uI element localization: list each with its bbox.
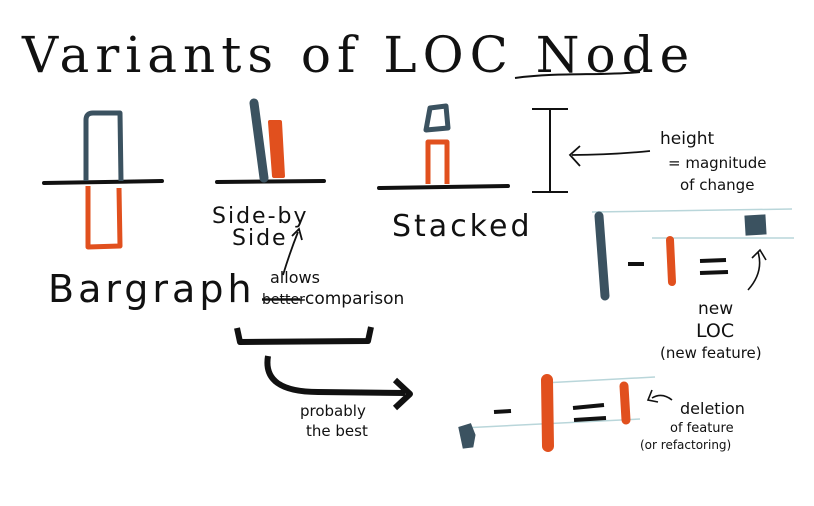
stacked-added-cap — [426, 106, 448, 130]
label-side-by-side-line2: Side — [232, 226, 288, 251]
note-new-line3: (new feature) — [660, 344, 762, 362]
note-height-line1: height — [660, 129, 715, 149]
stacked-variant: Stacked — [379, 106, 533, 244]
equals-bottom — [700, 272, 728, 273]
note-deletion-line1: deletion — [680, 399, 745, 418]
new-loc-equation: new LOC (new feature) — [592, 209, 794, 362]
deletion-equals-bottom — [574, 418, 606, 420]
stacked-baseline — [379, 186, 508, 188]
note-comparison: comparison — [305, 289, 404, 309]
stacked-deleted-bar — [428, 142, 447, 184]
label-stacked: Stacked — [392, 209, 533, 244]
diagram-title: Variants of LOC Node — [21, 26, 695, 84]
equals-top — [700, 260, 726, 261]
arrow-to-bracket — [570, 146, 650, 166]
note-deletion-line2: of feature — [670, 421, 734, 436]
side-by-side-deleted-bar — [270, 122, 283, 176]
new-loc-full-bar — [599, 216, 605, 296]
side-by-side-baseline — [217, 181, 324, 182]
note-allows: allows — [270, 268, 320, 287]
deletion-result-bar — [624, 386, 626, 420]
note-new-line2: LOC — [696, 320, 734, 342]
brace-under-stacked — [237, 327, 371, 342]
note-probably: probably — [300, 402, 366, 420]
deletion-deleted-bar — [547, 380, 548, 446]
best-choice-callout: probably the best — [237, 327, 410, 440]
note-better-struck: better — [262, 292, 305, 308]
arrow-deletion — [648, 390, 672, 402]
label-bargraph: Bargraph — [48, 267, 256, 311]
height-legend: height = magnitude of change — [532, 109, 766, 194]
note-height-line2: = magnitude — [668, 154, 766, 172]
new-loc-deleted-bar — [670, 240, 672, 282]
note-new-line1: new — [698, 299, 733, 319]
note-height-line3: of change — [680, 176, 754, 194]
deletion-minus-sign — [494, 411, 511, 412]
bargraph-deleted-bar — [88, 186, 120, 247]
deletion-added-blob — [460, 425, 474, 447]
guide-line-top — [592, 209, 792, 212]
arrow-to-deletion — [267, 356, 410, 408]
side-by-side-added-bar — [254, 103, 264, 178]
note-the-best: the best — [306, 422, 368, 440]
deletion-equation: deletion of feature (or refactoring) — [460, 377, 745, 452]
arrow-new-loc — [748, 250, 766, 290]
guide-line-upper — [543, 377, 655, 383]
bargraph-added-bar — [86, 113, 121, 181]
note-deletion-line3: (or refactoring) — [640, 438, 731, 452]
deletion-equals-top — [573, 405, 604, 408]
new-loc-result-cap — [746, 216, 765, 234]
bargraph-baseline — [44, 181, 162, 183]
